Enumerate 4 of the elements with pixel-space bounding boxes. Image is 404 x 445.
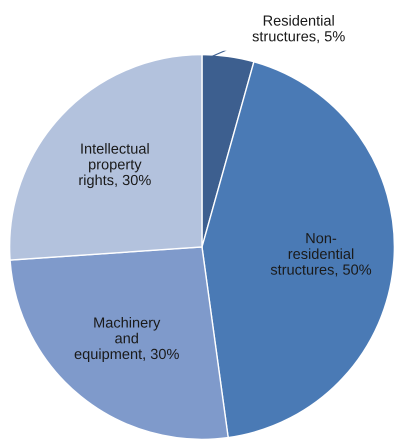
slice-label: Residential structures, 5% bbox=[252, 15, 345, 44]
slice-label: Machinery and equipment, 30% bbox=[74, 316, 179, 362]
slice-label: Intellectual property rights, 30% bbox=[79, 143, 151, 188]
slice-label: Non- residential structures, 50% bbox=[270, 233, 372, 276]
